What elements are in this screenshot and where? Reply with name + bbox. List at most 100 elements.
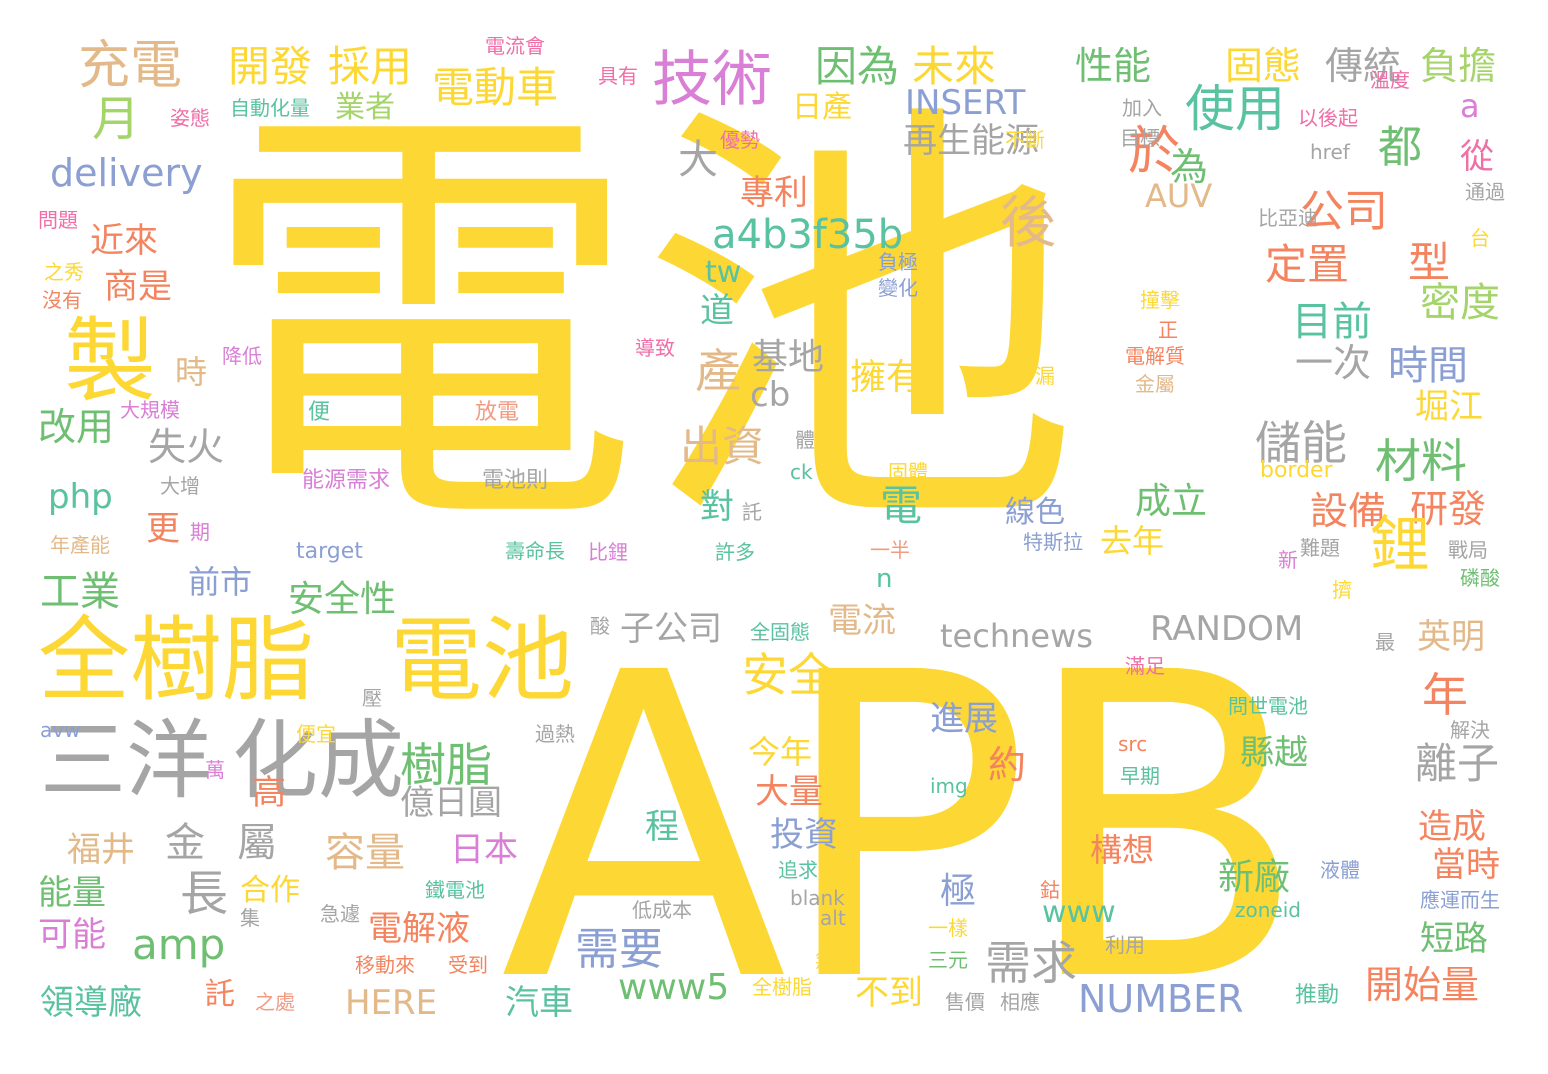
cloud-word: ck (790, 460, 813, 484)
cloud-word: a4b3f35b (712, 212, 904, 258)
cloud-word: target (296, 539, 363, 564)
cloud-word: 全樹脂 (752, 975, 812, 999)
cloud-word: 開發 (228, 42, 313, 91)
cloud-word: 擠 (1332, 578, 1352, 602)
cloud-word: 短路 (1420, 919, 1488, 959)
cloud-word: 長 (180, 866, 229, 922)
cloud-word: 不斷 (1005, 128, 1045, 152)
cloud-word: 低成本 (632, 898, 692, 922)
cloud-word: 撞擊 (1140, 288, 1180, 312)
cloud-word: 造成 (1418, 807, 1486, 847)
cloud-word: 比鋰 (588, 540, 628, 564)
cloud-word: 具有 (598, 64, 638, 88)
cloud-word: 特斯拉 (1023, 530, 1083, 554)
cloud-word: 比亞迪 (1258, 206, 1318, 230)
cloud-word: avw (40, 718, 81, 742)
cloud-word: 線色 (1005, 495, 1065, 530)
cloud-word: 大 (678, 137, 718, 183)
cloud-word: 合作 (240, 873, 300, 908)
cloud-word: 業者 (335, 90, 395, 125)
cloud-word: 屬 (237, 820, 277, 866)
cloud-word: 成立 (1135, 481, 1208, 522)
cloud-word: 三元 (928, 948, 968, 972)
cloud-word: 早期 (1120, 764, 1160, 788)
cloud-word: APB (500, 585, 1309, 1074)
cloud-word: 安全性 (288, 579, 397, 620)
cloud-word: border (1260, 458, 1333, 483)
cloud-word: alt (820, 906, 846, 930)
cloud-word: 領導廠 (40, 983, 142, 1023)
cloud-word: 一樣 (928, 916, 968, 940)
cloud-word: n (876, 564, 893, 594)
cloud-word: href (1310, 140, 1350, 164)
cloud-word: 導致 (635, 336, 675, 360)
cloud-word: 樹脂 (400, 738, 492, 792)
cloud-word: 開始量 (1365, 963, 1480, 1007)
cloud-word: 便 (308, 400, 331, 425)
cloud-word: 今年 (748, 733, 813, 771)
cloud-word: 時 (175, 353, 208, 391)
cloud-word: 道 (700, 291, 734, 331)
cloud-word: img (930, 774, 968, 798)
cloud-word: 使用 (1185, 80, 1285, 138)
cloud-word: 之處 (255, 990, 295, 1014)
cloud-word: www5 (618, 967, 730, 1008)
cloud-word: delivery (50, 151, 203, 195)
cloud-word: 大規模 (120, 398, 180, 422)
cloud-word: 降低 (222, 344, 262, 368)
cloud-word: 充電 (78, 36, 183, 96)
cloud-word: 當時 (1432, 845, 1500, 885)
cloud-word: 金屬 (1135, 372, 1175, 396)
cloud-word: 一半 (870, 538, 910, 562)
cloud-word: 固態 (1225, 44, 1302, 88)
cloud-word: 推動 (1295, 983, 1340, 1008)
cloud-word: 定置 (1265, 240, 1350, 289)
cloud-word: 時間 (1388, 343, 1468, 389)
cloud-word: 縣越 (1240, 733, 1308, 773)
cloud-word: 加入 (1122, 96, 1162, 120)
cloud-word: blank (790, 886, 845, 910)
cloud-word: 傳統 (1325, 44, 1402, 88)
cloud-word: 設備 (1310, 489, 1387, 533)
cloud-word: 再生能源 (903, 121, 1039, 161)
cloud-word: 英明 (1417, 617, 1485, 657)
cloud-word: 託 (742, 500, 762, 524)
cloud-word: 溫度 (1370, 68, 1410, 92)
cloud-word: 問題 (38, 208, 78, 232)
cloud-word: 億日圓 (400, 783, 502, 823)
cloud-word: 全樹脂 (38, 607, 315, 714)
cloud-word: 進展 (930, 699, 998, 739)
cloud-word: 期 (190, 520, 210, 544)
cloud-word: 託 (205, 977, 235, 1012)
cloud-word: 酸 (590, 614, 610, 638)
cloud-word: 改用 (38, 405, 115, 449)
cloud-word: 工業 (40, 569, 120, 615)
cloud-word: 構想 (1090, 831, 1155, 869)
cloud-word: AUV (1145, 177, 1213, 215)
cloud-word: 容量 (325, 830, 405, 876)
cloud-word: 電池 (390, 607, 575, 714)
cloud-word: 都 (1378, 122, 1422, 173)
cloud-word: 前市 (188, 563, 253, 601)
cloud-word: 集 (240, 906, 260, 930)
cloud-word: 目前 (1292, 299, 1372, 345)
cloud-word: 月 (92, 91, 141, 147)
cloud-word: 出資 (680, 422, 765, 471)
cloud-word: 難題 (1300, 536, 1340, 560)
cloud-word: 通過 (1465, 180, 1505, 204)
cloud-word: tw (705, 255, 742, 290)
cloud-word: 年 (1422, 668, 1468, 722)
word-cloud: 電池 APB 全樹脂 電池 三洋 化成製技術 充電月開發 採用 電動車 因為 未來 性能 固態 傳統 負擔電… (38, 36, 1505, 1074)
cloud-word: 需要 (575, 924, 663, 975)
cloud-word: 離子 (1415, 739, 1500, 788)
cloud-word: 以後起 (1298, 106, 1358, 130)
cloud-word: amp (132, 920, 226, 969)
cloud-word: 過熱 (535, 722, 575, 746)
cloud-word: 研發 (1410, 487, 1487, 531)
cloud-word: 壓 (362, 686, 382, 710)
cloud-word: 鈷 (1040, 878, 1060, 902)
cloud-word: 萬 (205, 758, 225, 782)
cloud-word: 磷酸 (1460, 566, 1500, 590)
cloud-word: 電解質 (1125, 344, 1185, 368)
cloud-word: 急遽 (320, 902, 360, 926)
